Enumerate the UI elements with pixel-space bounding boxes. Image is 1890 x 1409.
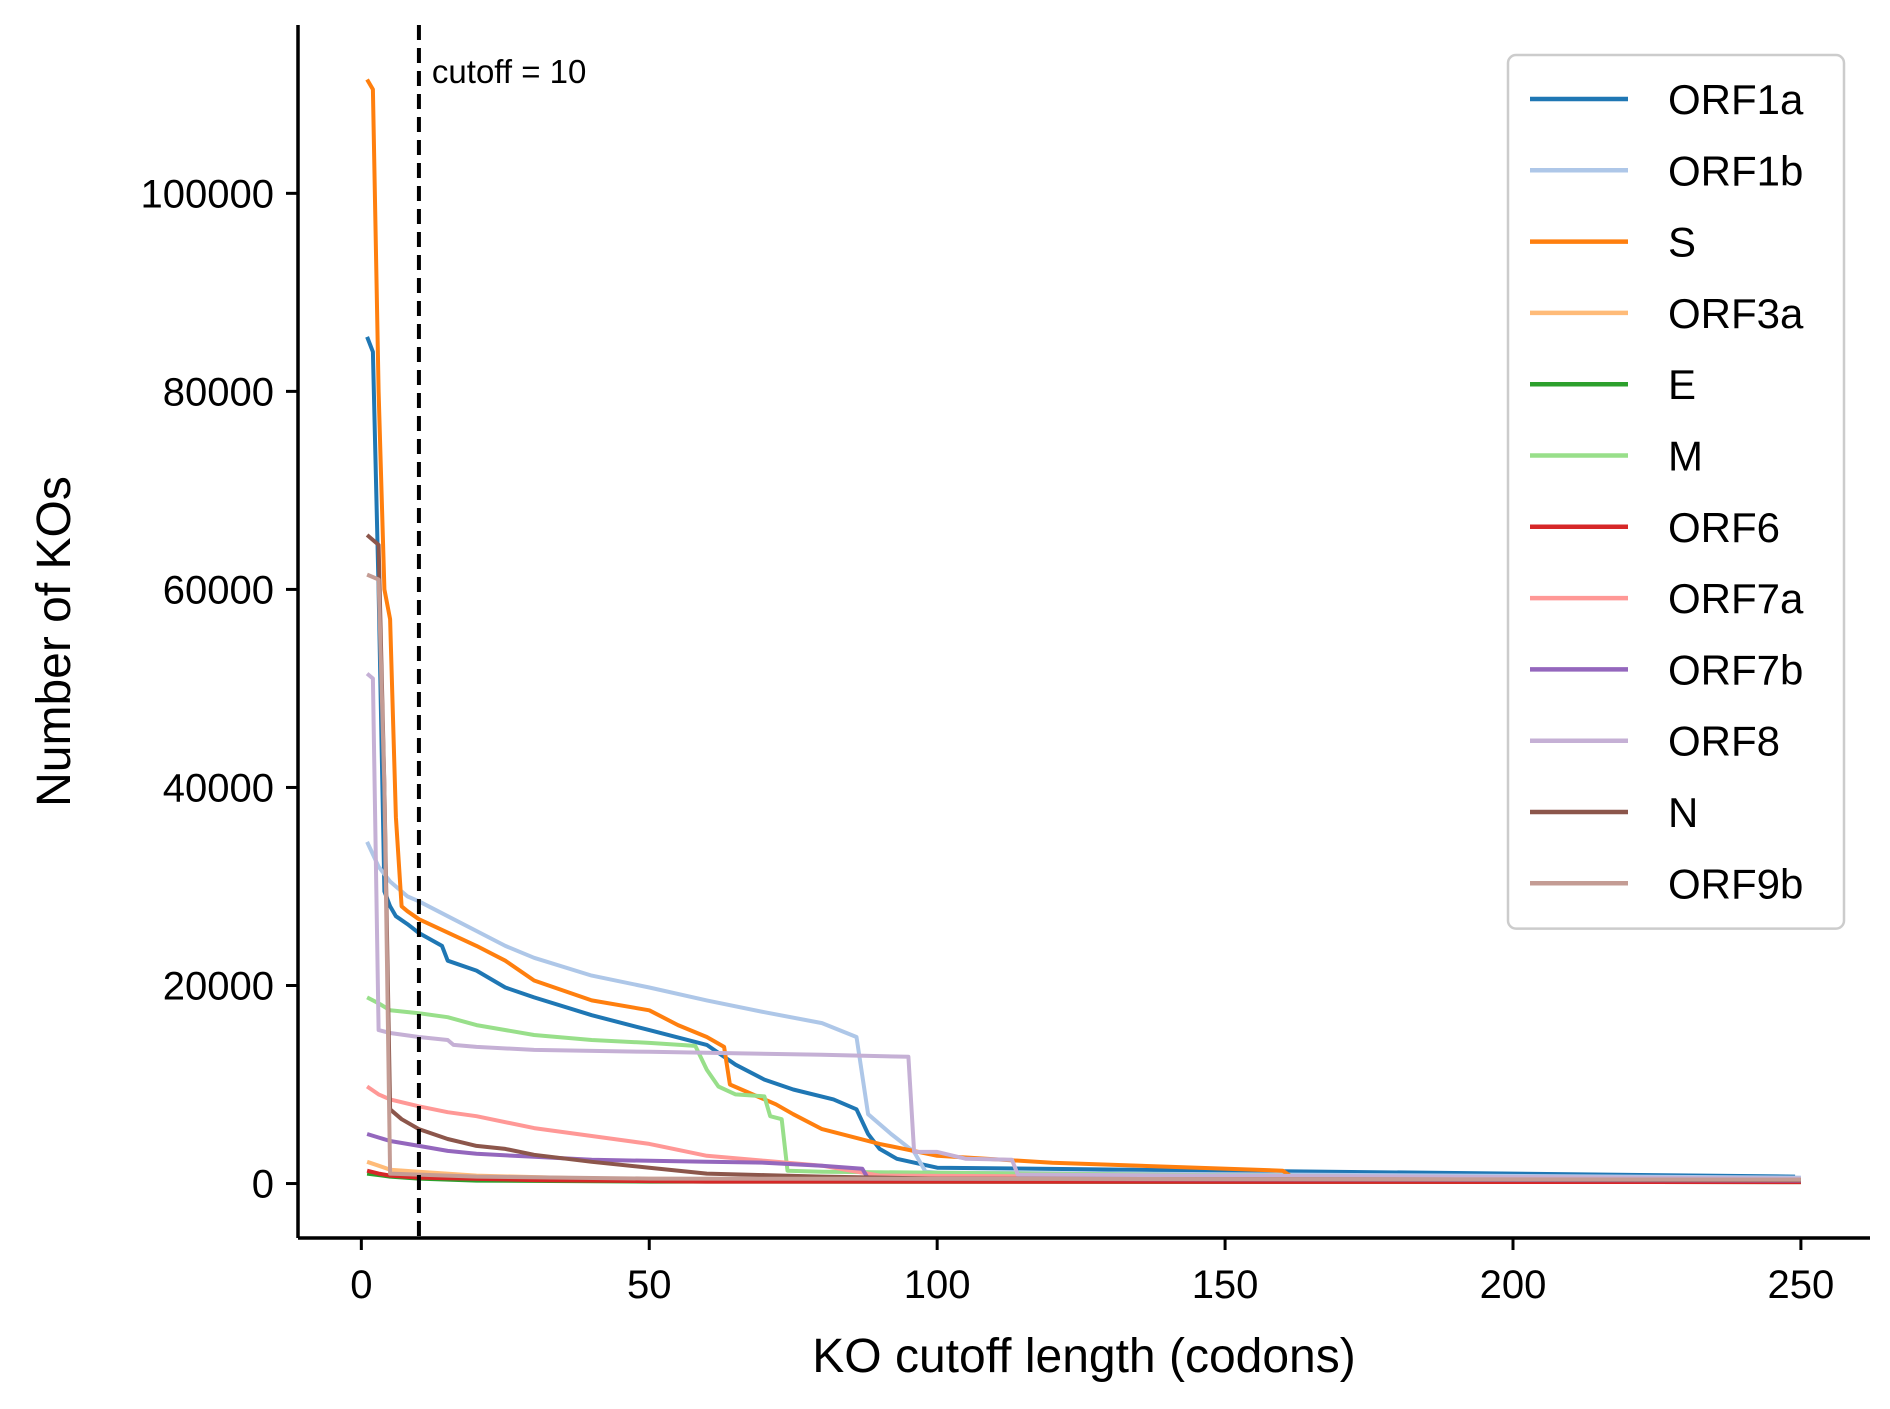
y-tick-label: 100000	[141, 172, 274, 216]
y-axis-title: Number of KOs	[28, 476, 81, 807]
x-tick-label: 250	[1768, 1263, 1835, 1307]
series-line-orf1a	[365, 336, 1796, 1179]
legend-box	[1506, 53, 1846, 930]
legend-label-orf7b: ORF7b	[1668, 646, 1803, 693]
legend-label-n: N	[1668, 789, 1698, 836]
legend-label-orf1b: ORF1b	[1668, 147, 1803, 194]
series-line-orf1b	[365, 841, 1801, 1180]
x-tick-label: 150	[1192, 1263, 1259, 1307]
series-line-orf9b	[366, 572, 1801, 1182]
legend-label-s: S	[1668, 219, 1696, 266]
legend-label-orf1a: ORF1a	[1668, 76, 1804, 123]
series-line-s	[365, 78, 1801, 1182]
legend-label-orf9b: ORF9b	[1668, 860, 1803, 907]
legend-label-orf3a: ORF3a	[1668, 290, 1804, 337]
y-tick-label: 60000	[163, 568, 274, 612]
y-tick-label: 40000	[163, 766, 274, 810]
x-tick-label: 200	[1480, 1263, 1547, 1307]
y-tick-label: 0	[252, 1163, 274, 1207]
series-layer	[365, 78, 1801, 1185]
legend-label-orf8: ORF8	[1668, 718, 1780, 765]
legend-label-orf7a: ORF7a	[1668, 575, 1804, 622]
series-line-orf7b	[366, 1132, 1801, 1183]
axes: 0 50 100 150 200 250 0 20000 40000 60000 80000 1000…	[141, 25, 1870, 1307]
legend-label-orf6: ORF6	[1668, 504, 1780, 551]
x-axis-title: KO cutoff length (codons)	[812, 1330, 1355, 1383]
legend: ORF1a ORF1b S ORF3a EM ORF6 ORF7a ORF7b ORF8 N ORF…	[1506, 53, 1846, 930]
y-tick-label: 20000	[163, 964, 274, 1008]
y-tick-label: 80000	[163, 370, 274, 414]
legend-label-m: M	[1668, 433, 1703, 480]
x-tick-label: 50	[627, 1263, 672, 1307]
x-tick-label: 0	[350, 1263, 372, 1307]
series-line-m	[366, 995, 1801, 1183]
legend-label-e: E	[1668, 361, 1696, 408]
x-tick-label: 100	[904, 1263, 971, 1307]
cutoff-annotation: cutoff = 10	[416, 25, 586, 1238]
cutoff-label: cutoff = 10	[432, 53, 586, 90]
